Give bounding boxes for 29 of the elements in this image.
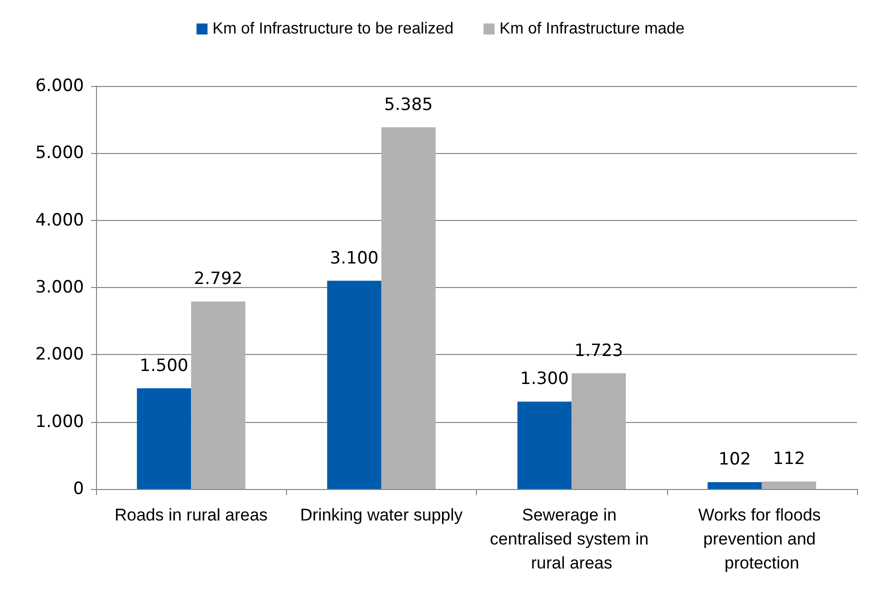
bar [762, 481, 816, 489]
data-label: 2.792 [194, 268, 243, 289]
y-tick-label: 5.000 [35, 143, 84, 164]
y-tick-label: 2.000 [35, 344, 84, 365]
y-tick-label: 6.000 [35, 76, 84, 96]
x-tick-label: Sewerage in centralised system in rural areas [490, 506, 654, 572]
bar [327, 280, 382, 489]
x-tick-label: Roads in rural areas [114, 506, 268, 524]
legend-label: Km of Infrastructure made [500, 20, 685, 38]
bar [381, 127, 436, 489]
data-label: 112 [772, 448, 806, 469]
y-tick-label: 3.000 [35, 278, 84, 298]
data-label: 3.100 [330, 248, 379, 268]
data-label: 1.500 [140, 356, 188, 376]
legend-label: Km of Infrastructure to be realized [212, 20, 454, 38]
data-label: 5.385 [384, 94, 433, 115]
bar [572, 373, 626, 489]
y-tick-label: 0 [73, 479, 84, 499]
y-tick-label: 4.000 [35, 210, 84, 230]
bar [191, 301, 246, 489]
x-tick-label: Works for floods prevention and protection [698, 506, 826, 572]
data-label: 1.723 [574, 340, 624, 361]
data-label: 102 [718, 450, 751, 470]
x-tick-label: Drinking water supply [300, 506, 464, 524]
bar [517, 402, 572, 489]
data-label: 1.300 [520, 369, 569, 390]
bar [136, 388, 192, 489]
bar [708, 482, 762, 489]
y-tick-label: 1.000 [35, 412, 84, 432]
